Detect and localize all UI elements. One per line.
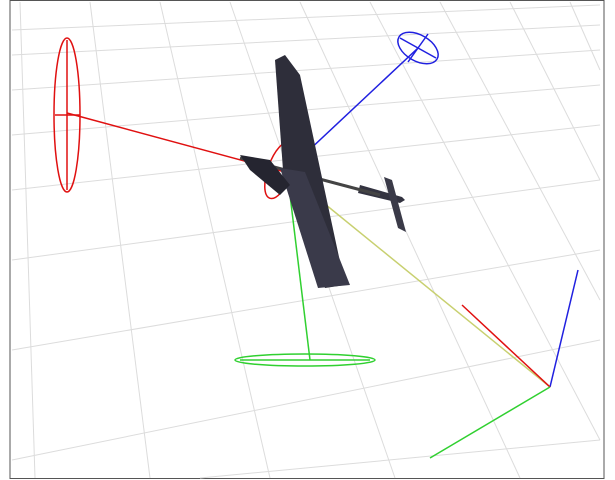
- axes-gizmo: [429, 269, 579, 459]
- ground-grid: [11, 1, 601, 479]
- aircraft: [239, 55, 406, 288]
